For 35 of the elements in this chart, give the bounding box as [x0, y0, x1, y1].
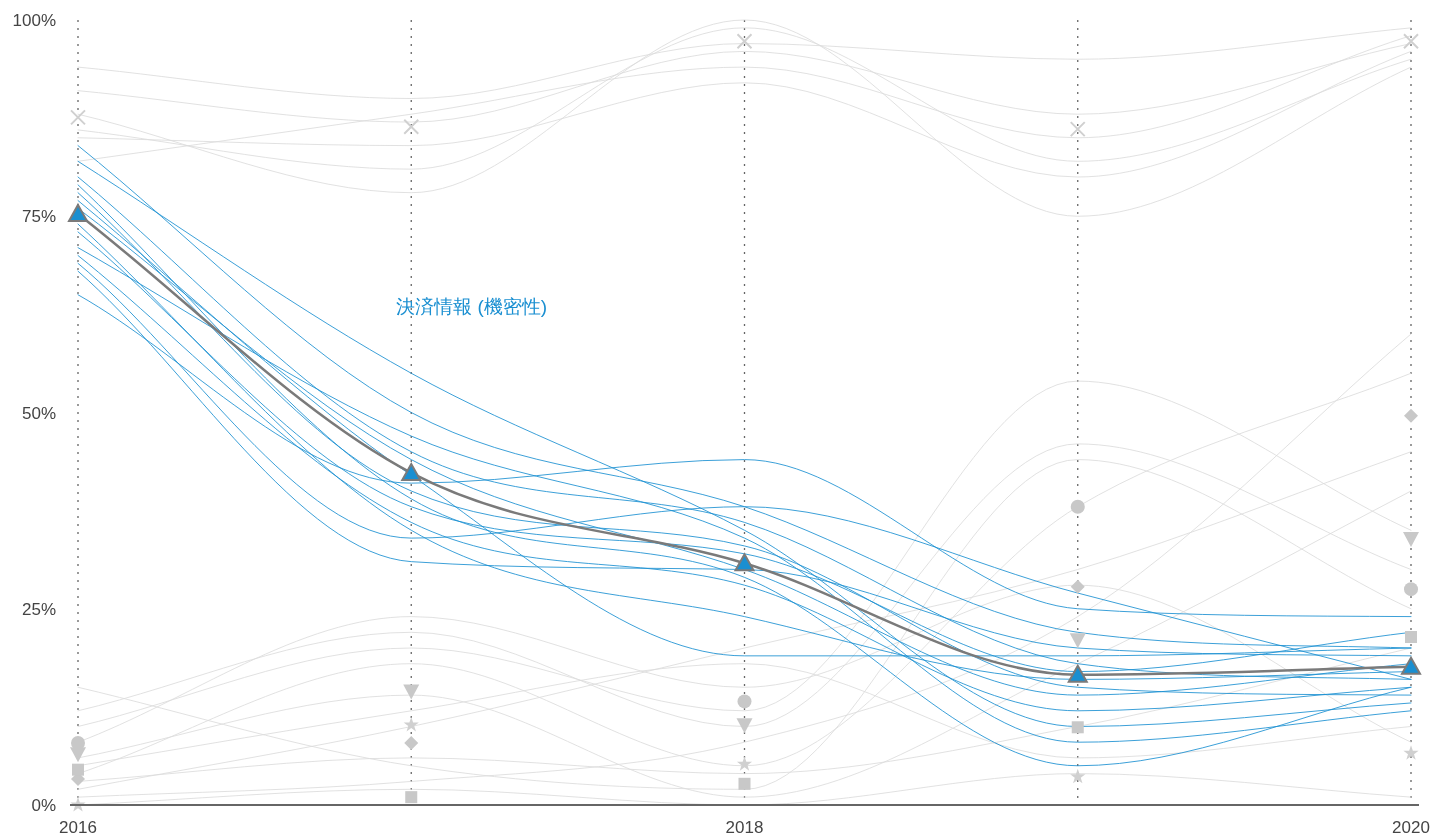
- point: [68, 203, 88, 222]
- point: [72, 763, 84, 776]
- point: [403, 716, 419, 732]
- point: [1067, 664, 1088, 683]
- point: [736, 756, 753, 771]
- x-tick-label: 2016: [59, 818, 97, 835]
- point: [405, 791, 418, 804]
- point: [1403, 745, 1419, 760]
- point: [403, 684, 420, 700]
- point: [1401, 656, 1421, 675]
- point: [738, 777, 751, 790]
- point: [403, 118, 420, 135]
- point: [1404, 582, 1418, 597]
- x-tick-label: 2020: [1392, 818, 1430, 835]
- point: [1069, 633, 1086, 649]
- point: [70, 109, 86, 126]
- point: [404, 735, 419, 750]
- y-tick-label: 100%: [12, 11, 56, 30]
- point: [1403, 33, 1419, 50]
- y-tick-label: 25%: [21, 599, 56, 619]
- point: [1070, 499, 1085, 514]
- point: [1069, 121, 1086, 138]
- text: 決済情報 (機密性): [396, 295, 548, 317]
- point: [1070, 768, 1086, 784]
- point: [1405, 631, 1417, 644]
- y-tick-label: 0%: [31, 796, 56, 815]
- point: [734, 553, 755, 572]
- point: [1071, 721, 1084, 734]
- y-tick-label: 75%: [21, 207, 56, 227]
- point: [737, 694, 752, 709]
- x-tick-label: 2018: [725, 818, 764, 835]
- point: [1070, 579, 1085, 594]
- y-tick-label: 50%: [21, 403, 56, 423]
- point: [736, 33, 753, 50]
- point: [1404, 408, 1418, 423]
